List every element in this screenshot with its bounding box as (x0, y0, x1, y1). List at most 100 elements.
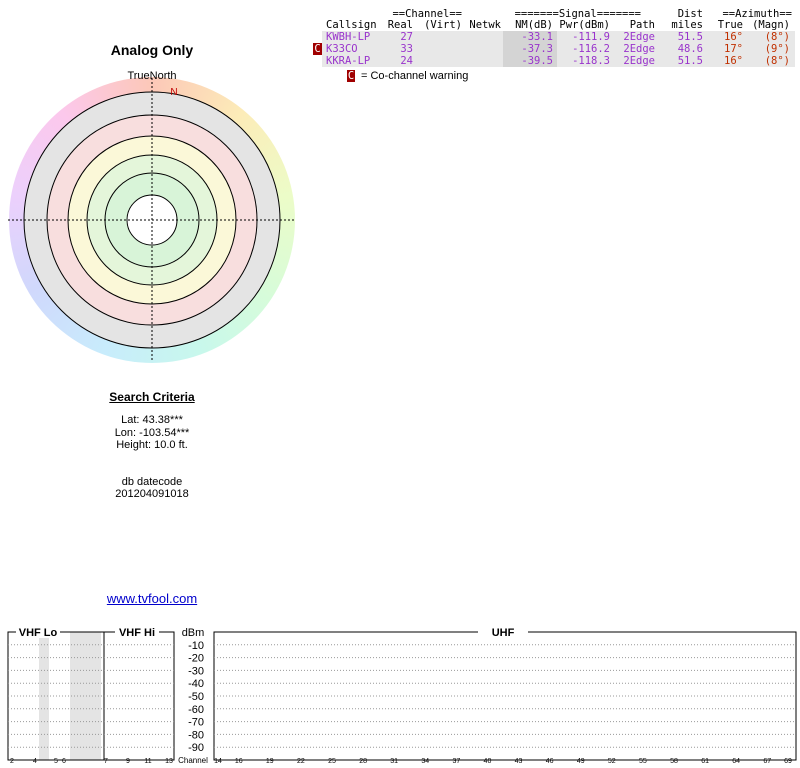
nm-background (503, 55, 557, 67)
table-cell: (9°) (764, 43, 790, 55)
polar-plot: TrueNorth N (8, 70, 296, 362)
north-marker: N (170, 87, 177, 98)
nm-background (503, 31, 557, 43)
channel-label: 16 (235, 758, 243, 765)
true-north-label: TrueNorth (127, 70, 176, 82)
channel-label: 31 (390, 758, 398, 765)
channel-label: 37 (452, 758, 460, 765)
channel-label: 4 (33, 758, 37, 765)
x-axis-label: Channel (178, 756, 208, 765)
channel-label: 34 (421, 758, 429, 765)
channel-label: 5 (54, 758, 58, 765)
y-tick-label: -20 (188, 653, 204, 665)
channel-label: 55 (639, 758, 647, 765)
y-tick-label: -30 (188, 665, 204, 677)
channel-label: 40 (484, 758, 492, 765)
row-background (322, 31, 795, 43)
table-cell: KKRA-LP (326, 55, 371, 67)
column-header: Callsign (326, 19, 377, 31)
channel-label: 67 (763, 758, 771, 765)
column-header: Netwk (469, 19, 501, 31)
group-header: =======Signal======= (514, 8, 641, 20)
report-title: Analog Only (110, 42, 194, 58)
y-axis-label: dBm (182, 627, 205, 639)
column-header: Pwr(dBm) (559, 19, 610, 31)
row-background (322, 55, 795, 67)
table-cell: -39.5 (521, 55, 553, 67)
table-cell: 27 (400, 31, 413, 43)
band-label: VHF Hi (119, 627, 155, 639)
group-header: Dist (677, 8, 703, 20)
table-cell: -111.9 (572, 31, 610, 43)
table-cell: 2Edge (623, 43, 655, 55)
table-cell: -116.2 (572, 43, 610, 55)
search-line: Lat: 43.38*** (121, 414, 183, 426)
column-header: (Magn) (752, 19, 790, 31)
search-line: Search Criteria (109, 390, 195, 404)
spectrum-chart: -10-20-30-40-50-60-70-80-90 VHF Lo VHF Hi U… (7, 626, 797, 765)
channel-label: 11 (144, 758, 151, 765)
legend-text: = Co-channel warning (361, 70, 469, 82)
table-cell: -118.3 (572, 55, 610, 67)
search-line: 201204091018 (115, 488, 189, 500)
channel-label: 25 (328, 758, 336, 765)
y-tick-label: -90 (188, 742, 204, 754)
channel-label: 49 (577, 758, 585, 765)
channel-label: 52 (608, 758, 616, 765)
table-cell: 24 (400, 55, 413, 67)
column-header: miles (671, 19, 703, 31)
table-cell: -33.1 (521, 31, 553, 43)
table-cell: 48.6 (677, 43, 703, 55)
channel-label: 9 (126, 758, 130, 765)
y-tick-label: -70 (188, 717, 204, 729)
legend-marker: C (347, 70, 355, 82)
table-cell: (8°) (764, 55, 790, 67)
group-header: ==Channel== (392, 8, 462, 20)
channel-label: 7 (104, 758, 108, 765)
label-bg (16, 626, 60, 638)
channel-label: 46 (546, 758, 554, 765)
column-header: Real (387, 19, 413, 31)
table-cell: K33CO (326, 43, 358, 55)
table-cell: 17° (724, 43, 743, 55)
table-cell: 16° (724, 31, 743, 43)
column-header: (Virt) (424, 19, 462, 31)
channel-label: 61 (701, 758, 709, 765)
channel-label: 58 (670, 758, 678, 765)
station-table: ==Channel== =======Signal======= Dist ==Azi… (0, 0, 800, 90)
table-cell: 2Edge (623, 31, 655, 43)
search-criteria: Search Criteria Lat: 43.38*** Lon: -103.54… (0, 390, 304, 510)
band-frame (103, 631, 175, 761)
channel-label: 28 (359, 758, 367, 765)
search-line: db datecode (121, 476, 183, 488)
label-bg (478, 626, 528, 638)
y-tick-label: -60 (188, 704, 204, 716)
row-background (322, 43, 795, 55)
column-header: True (717, 19, 743, 31)
channel-label: 22 (297, 758, 305, 765)
table-cell: 51.5 (677, 55, 703, 67)
table-cell: (8°) (764, 31, 790, 43)
table-cell: -37.3 (521, 43, 553, 55)
label-bg (115, 626, 159, 638)
channel-label: 64 (732, 758, 740, 765)
y-tick-label: -80 (188, 729, 204, 741)
band-label: VHF Lo (19, 627, 58, 639)
group-header: ==Azimuth== (722, 8, 792, 20)
channel-label: 43 (515, 758, 523, 765)
tvfool-link[interactable]: www.tvfool.com (106, 591, 198, 606)
y-tick-label: -50 (188, 691, 204, 703)
channel-label: 19 (266, 758, 274, 765)
channel-label: 14 (214, 758, 222, 765)
channel-label: 69 (784, 758, 792, 765)
y-tick-label: -40 (188, 678, 204, 690)
channel-label: 2 (10, 758, 14, 765)
y-tick-label: -10 (188, 640, 204, 652)
band-label: UHF (492, 627, 515, 639)
search-line: Height: 10.0 ft. (116, 439, 188, 451)
table-cell: 33 (400, 43, 413, 55)
table-cell: KWBH-LP (326, 31, 371, 43)
column-header: Path (629, 19, 655, 31)
column-header: NM(dB) (515, 19, 553, 31)
